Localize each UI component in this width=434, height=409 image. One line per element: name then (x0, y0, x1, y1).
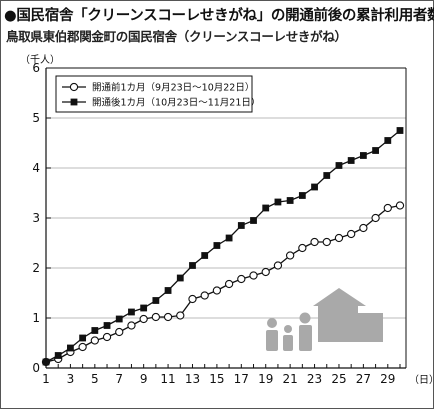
x-tick-label: 5 (91, 372, 99, 386)
data-point-square (128, 308, 135, 316)
data-point-square (54, 352, 62, 359)
data-point-circle (237, 274, 246, 284)
x-tick-label: 17 (234, 372, 249, 386)
data-point-circle (261, 267, 270, 277)
y-axis-label: （千人） (20, 54, 60, 66)
data-point-circle (347, 229, 356, 239)
data-point-square (262, 204, 270, 212)
data-point-square (176, 274, 184, 282)
data-point-circle (212, 286, 222, 295)
data-point-square (201, 252, 209, 259)
x-tick-label: 19 (258, 372, 273, 386)
data-point-circle (298, 243, 307, 253)
data-point-circle (224, 279, 234, 289)
data-point-circle (151, 312, 161, 322)
data-point-square (164, 287, 172, 294)
x-tick-label: 27 (356, 372, 371, 386)
legend-marker-circle (69, 82, 79, 92)
data-point-square (79, 334, 87, 342)
x-tick-label: 9 (140, 372, 148, 386)
data-point-square (359, 152, 367, 159)
data-point-square (237, 222, 245, 229)
x-tick-label: 7 (115, 372, 123, 386)
data-point-circle (285, 251, 295, 260)
data-point-circle (115, 327, 124, 337)
family-house-icon (266, 288, 383, 351)
y-tick-label: 4 (32, 161, 40, 175)
data-point-square (140, 304, 148, 312)
data-point-square (274, 198, 282, 206)
data-point-circle (163, 312, 173, 322)
data-point-square (67, 344, 74, 352)
legend-marker-square (70, 98, 78, 106)
x-tick-label: 29 (380, 372, 395, 386)
chart-subtitle: 鳥取県東伯郡関金町の国民宿舎（クリーンスコーレせきがね） (6, 29, 347, 44)
data-point-circle (188, 294, 197, 304)
data-point-circle (273, 261, 283, 270)
data-point-square (298, 192, 306, 199)
data-point-circle (90, 336, 99, 345)
data-point-circle (176, 311, 185, 320)
series (41, 127, 405, 367)
data-point-square (286, 197, 294, 204)
x-tick-label: 1 (42, 372, 50, 386)
data-point-square (372, 147, 379, 154)
data-point-square (213, 242, 221, 249)
legend-label: 開通後1カ月（10月23日〜11月21日） (92, 97, 260, 109)
chart-title: ●国民宿舎「クリーンスコーレせきがね」の開通前後の累計利用者数 (4, 8, 434, 24)
data-point-square (250, 217, 257, 224)
data-point-square (396, 127, 404, 134)
data-point-square (115, 315, 123, 323)
y-tick-label: 6 (32, 61, 40, 75)
data-point-square (225, 234, 233, 242)
data-point-circle (139, 314, 148, 324)
y-tick-label: 2 (32, 261, 40, 275)
legend-box (55, 75, 253, 113)
x-tick-label: 11 (160, 372, 175, 386)
x-tick-label: 15 (209, 372, 224, 386)
y-tick-label: 5 (32, 111, 40, 125)
data-point-square (311, 183, 318, 191)
y-tick-label: 0 (32, 361, 40, 375)
legend-label: 開通前1カ月（9月23日〜10月22日） (92, 82, 254, 94)
data-point-circle (322, 237, 331, 247)
data-point-square (103, 322, 111, 329)
x-axis-label: （日） (409, 374, 434, 386)
data-point-circle (78, 342, 87, 352)
x-tick-label: 21 (282, 372, 297, 386)
data-point-circle (395, 201, 405, 210)
data-point-circle (334, 233, 344, 243)
x-tick-label: 23 (307, 372, 322, 386)
y-tick-label: 1 (32, 311, 40, 325)
data-point-square (323, 172, 331, 179)
data-point-circle (359, 223, 368, 233)
data-point-square (91, 327, 99, 334)
data-point-square (335, 162, 343, 169)
x-tick-label: 25 (331, 372, 346, 386)
data-point-square (189, 262, 196, 269)
data-point-circle (127, 321, 136, 330)
data-point-square (42, 358, 50, 366)
data-point-square (347, 157, 355, 164)
data-point-circle (310, 237, 319, 247)
data-point-square (152, 297, 160, 304)
y-tick-label: 3 (32, 211, 40, 225)
data-point-square (384, 137, 392, 144)
data-point-circle (249, 271, 258, 280)
x-tick-label: 3 (67, 372, 75, 386)
data-point-circle (200, 291, 209, 300)
legend: 開通前1カ月（9月23日〜10月22日） 開通後1カ月（10月23日〜11月21日… (55, 75, 260, 113)
x-tick-label: 13 (185, 372, 200, 386)
data-point-circle (371, 213, 380, 223)
data-point-circle (102, 332, 112, 342)
data-point-circle (383, 203, 392, 213)
